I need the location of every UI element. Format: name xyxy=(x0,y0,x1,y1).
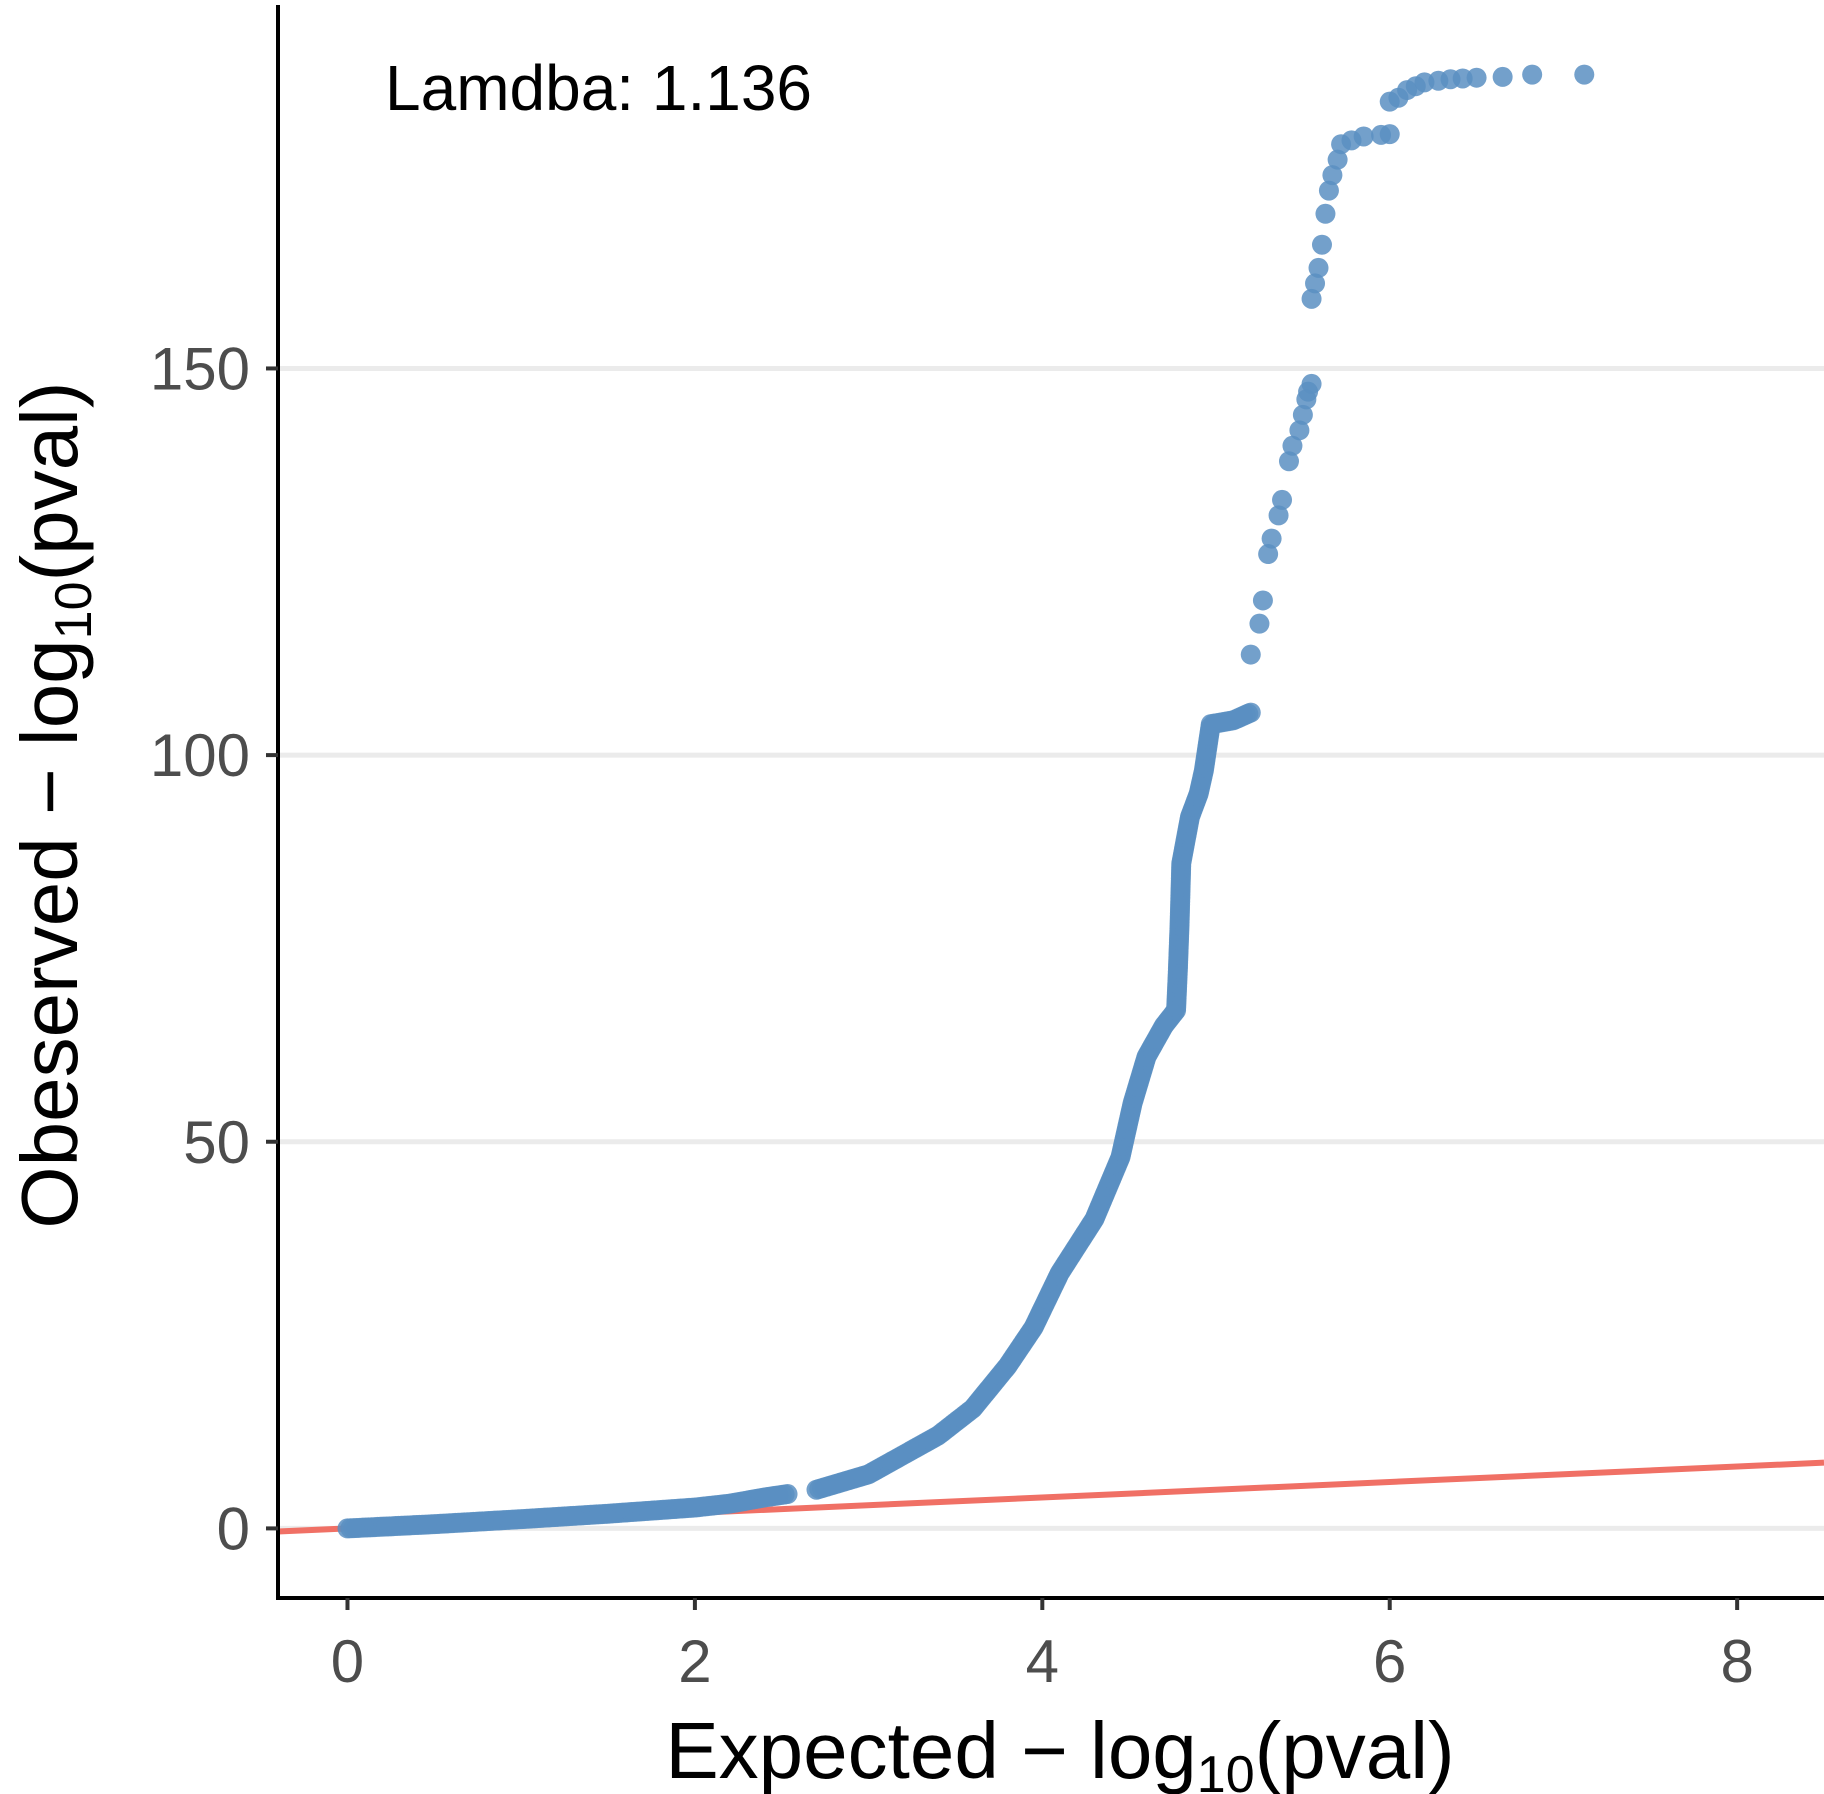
x-tick-label-6: 6 xyxy=(1373,1628,1406,1695)
data-points-layer xyxy=(337,64,1595,1539)
x-axis-label: Expected − log10(pval) xyxy=(665,1706,1454,1794)
data-point-488 xyxy=(1261,528,1282,549)
lambda-annotation: Lamdba: 1.136 xyxy=(385,52,812,124)
x-axis-label-subscript: 10 xyxy=(1197,1746,1255,1794)
data-point-489 xyxy=(1268,505,1289,526)
data-point-487 xyxy=(1258,544,1279,565)
data-point-497 xyxy=(1301,373,1322,394)
y-axis-label-tail: (pval) xyxy=(5,381,94,581)
data-point-492 xyxy=(1282,435,1303,456)
data-point-150 xyxy=(777,1484,798,1505)
x-tick-label-2: 2 xyxy=(678,1628,711,1695)
grid-lines xyxy=(278,365,1824,1531)
x-tick-label-0: 0 xyxy=(331,1628,364,1695)
y-ticks: 0 50 100 150 xyxy=(150,335,278,1562)
data-point-485 xyxy=(1249,613,1270,634)
data-point-522 xyxy=(1574,64,1595,85)
data-point-486 xyxy=(1252,590,1273,611)
data-point-502 xyxy=(1315,203,1336,224)
data-point-498 xyxy=(1301,288,1322,309)
y-tick-label-100: 100 xyxy=(150,722,250,789)
data-point-504 xyxy=(1322,165,1343,186)
data-point-483 xyxy=(1240,702,1261,723)
data-point-508 xyxy=(1353,126,1374,147)
data-point-505 xyxy=(1327,149,1348,170)
y-tick-label-50: 50 xyxy=(183,1109,250,1176)
axes xyxy=(276,5,1824,1600)
y-axis-label-main: Obeserved − log xyxy=(5,639,94,1228)
data-point-490 xyxy=(1272,489,1293,510)
y-axis-label-subscript: 10 xyxy=(45,581,103,639)
data-point-501 xyxy=(1311,234,1332,255)
data-point-491 xyxy=(1278,451,1299,472)
data-point-499 xyxy=(1305,273,1326,294)
data-point-493 xyxy=(1289,420,1310,441)
data-point-484 xyxy=(1240,644,1261,665)
data-point-521 xyxy=(1522,64,1543,85)
y-axis-label: Obeserved − log10(pval) xyxy=(5,381,103,1228)
data-point-519 xyxy=(1466,67,1487,88)
x-ticks: 0 2 4 6 8 xyxy=(331,1598,1754,1695)
data-point-494 xyxy=(1292,404,1313,425)
y-tick-label-150: 150 xyxy=(150,335,250,402)
data-point-503 xyxy=(1318,180,1339,201)
data-point-510 xyxy=(1379,124,1400,145)
y-tick-label-0: 0 xyxy=(217,1495,250,1562)
x-axis-label-tail: (pval) xyxy=(1255,1706,1455,1794)
data-point-500 xyxy=(1308,257,1329,278)
x-tick-label-8: 8 xyxy=(1720,1628,1753,1695)
x-axis-label-main: Expected − log xyxy=(665,1706,1196,1794)
data-point-520 xyxy=(1492,66,1513,87)
x-tick-label-4: 4 xyxy=(1026,1628,1059,1695)
